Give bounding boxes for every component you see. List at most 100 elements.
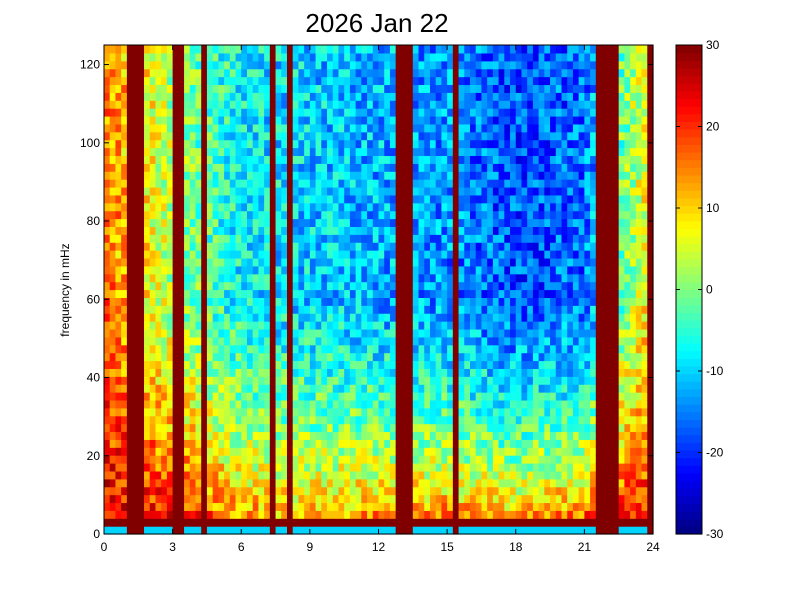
heatmap-cell	[315, 360, 322, 369]
heatmap-cell	[206, 360, 214, 369]
heatmap-cell	[510, 123, 517, 133]
heatmap-cell	[429, 297, 437, 306]
heatmap-cell	[538, 368, 545, 377]
heatmap-cell	[292, 321, 300, 330]
heatmap-cell	[349, 226, 357, 235]
heatmap-cell	[327, 407, 334, 417]
heatmap-cell	[372, 108, 380, 117]
heatmap-cell	[269, 297, 277, 306]
heatmap-cell	[269, 455, 277, 464]
heatmap-cell	[264, 155, 271, 164]
heatmap-cell	[321, 384, 328, 393]
heatmap-cell	[372, 494, 380, 504]
heatmap-cell	[481, 76, 488, 86]
heatmap-cell	[527, 470, 534, 480]
heatmap-cell	[126, 289, 134, 298]
heatmap-cell	[155, 163, 162, 172]
heatmap-cell	[298, 392, 305, 401]
heatmap-cell	[429, 470, 437, 480]
heatmap-cell	[235, 163, 242, 172]
heatmap-cell	[458, 250, 465, 259]
heatmap-cell	[321, 328, 328, 338]
heatmap-cell	[550, 407, 557, 417]
heatmap-cell	[395, 186, 402, 196]
heatmap-cell	[264, 313, 271, 322]
heatmap-cell	[264, 321, 271, 330]
heatmap-cell	[487, 92, 494, 101]
heatmap-cell	[538, 478, 545, 488]
heatmap-cell	[149, 336, 157, 346]
heatmap-cell	[104, 510, 111, 519]
heatmap-cell	[281, 526, 288, 535]
heatmap-cell	[515, 194, 523, 204]
heatmap-cell	[304, 289, 311, 298]
heatmap-cell	[538, 123, 545, 133]
heatmap-cell	[172, 486, 179, 496]
heatmap-cell	[481, 423, 488, 433]
heatmap-cell	[166, 179, 174, 188]
heatmap-cell	[538, 265, 545, 275]
heatmap-cell	[201, 407, 208, 417]
heatmap-cell	[429, 478, 437, 488]
heatmap-cell	[195, 68, 202, 78]
heatmap-cell	[309, 179, 317, 188]
heatmap-cell	[452, 431, 460, 440]
heatmap-cell	[287, 139, 294, 149]
heatmap-cell	[229, 202, 237, 212]
heatmap-cell	[115, 242, 122, 251]
heatmap-cell	[441, 52, 448, 62]
heatmap-cell	[224, 407, 231, 417]
heatmap-cell	[172, 407, 179, 417]
heatmap-cell	[412, 84, 420, 93]
heatmap-cell	[452, 139, 460, 149]
heatmap-cell	[498, 297, 505, 306]
heatmap-cell	[424, 297, 431, 306]
heatmap-cell	[447, 336, 454, 346]
heatmap-cell	[264, 415, 271, 425]
heatmap-cell	[126, 155, 134, 164]
heatmap-cell	[161, 131, 168, 141]
heatmap-cell	[212, 494, 219, 504]
heatmap-cell	[246, 45, 254, 54]
heatmap-cell	[184, 407, 191, 417]
heatmap-cell	[281, 250, 288, 259]
heatmap-cell	[166, 376, 174, 385]
heatmap-cell	[184, 368, 191, 377]
heatmap-cell	[510, 100, 517, 109]
heatmap-cell	[315, 100, 322, 109]
heatmap-cell	[315, 289, 322, 298]
heatmap-cell	[246, 502, 254, 511]
heatmap-cell	[550, 115, 557, 125]
heatmap-cell	[218, 447, 225, 456]
heatmap-cell	[492, 518, 500, 527]
heatmap-cell	[349, 210, 357, 220]
heatmap-cell	[189, 115, 197, 125]
heatmap-cell	[321, 297, 328, 306]
heatmap-cell	[470, 328, 477, 338]
heatmap-cell	[166, 123, 174, 133]
heatmap-cell	[281, 100, 288, 109]
heatmap-cell	[332, 344, 340, 354]
heatmap-cell	[464, 463, 471, 472]
heatmap-cell	[504, 210, 511, 220]
heatmap-cell	[470, 486, 477, 496]
heatmap-cell	[138, 431, 145, 440]
heatmap-cell	[252, 123, 260, 133]
heatmap-cell	[538, 313, 545, 322]
heatmap-cell	[315, 305, 322, 314]
heatmap-cell	[538, 407, 545, 417]
heatmap-cell	[246, 360, 254, 369]
heatmap-cell	[172, 115, 179, 125]
heatmap-cell	[338, 305, 345, 314]
heatmap-cell	[287, 210, 294, 220]
heatmap-cell	[464, 218, 471, 228]
heatmap-cell	[281, 376, 288, 385]
heatmap-cell	[184, 384, 191, 393]
heatmap-cell	[264, 147, 271, 157]
heatmap-cell	[172, 439, 179, 448]
heatmap-cell	[378, 297, 385, 306]
heatmap-cell	[189, 123, 197, 133]
heatmap-cell	[458, 281, 465, 291]
heatmap-cell	[269, 510, 277, 519]
heatmap-cell	[104, 328, 111, 338]
